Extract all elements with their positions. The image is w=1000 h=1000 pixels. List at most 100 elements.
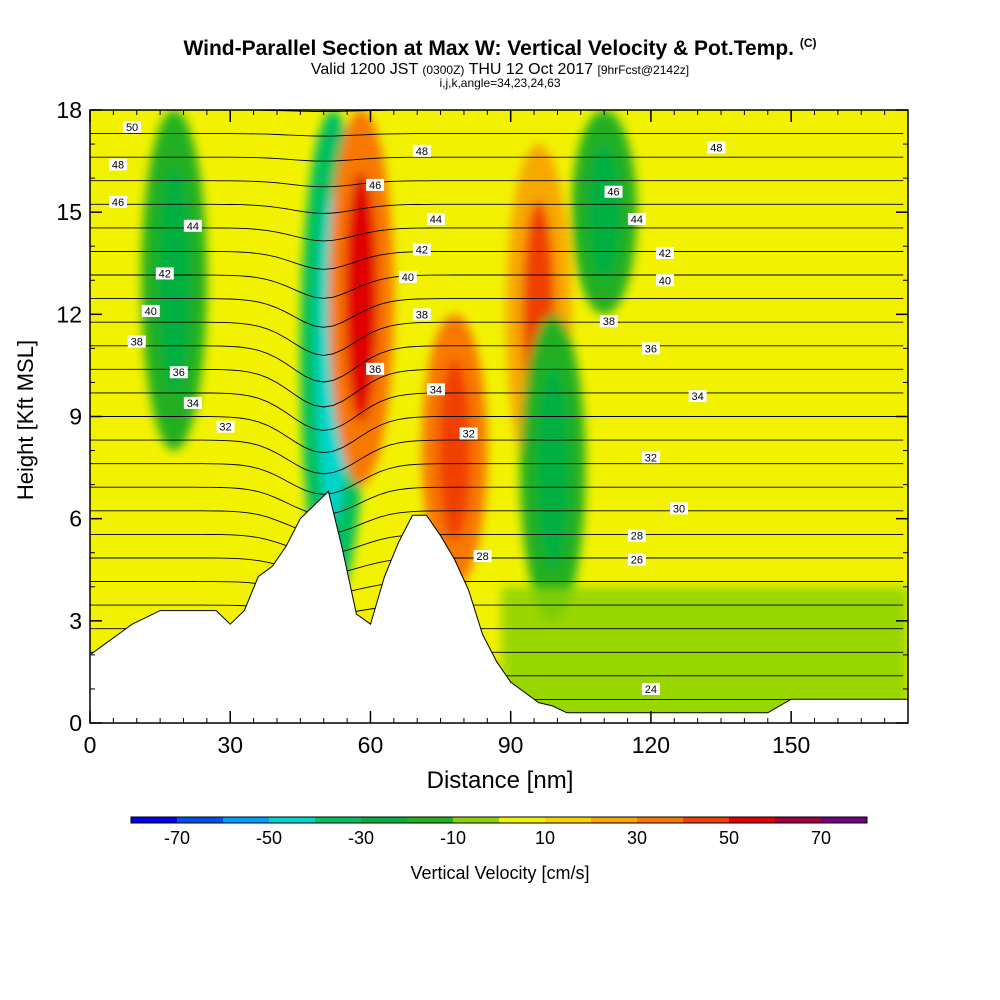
y-tick-label: 18 xyxy=(56,97,82,123)
isentrope-label-bg-24 xyxy=(655,274,674,287)
x-tick-label: 60 xyxy=(358,732,384,758)
isentrope-label-34: 34 xyxy=(430,384,442,396)
isentrope-label-bg-32 xyxy=(641,682,660,695)
isentrope-label-bg-25 xyxy=(599,315,618,328)
isentrope-label-46: 46 xyxy=(607,187,619,199)
chart-title: Wind-Parallel Section at Max W: Vertical… xyxy=(183,36,817,60)
y-tick-label: 3 xyxy=(69,608,82,634)
y-tick-label: 12 xyxy=(56,301,82,327)
colorbar-swatch xyxy=(775,817,821,823)
isentrope-label-38: 38 xyxy=(131,337,143,349)
colorbar-swatch xyxy=(591,817,637,823)
isentrope-label-46: 46 xyxy=(369,180,381,192)
isentrope-label-32: 32 xyxy=(219,422,231,434)
isentrope-label-bg-6 xyxy=(127,335,146,348)
y-tick-label: 0 xyxy=(69,710,82,736)
colorbar-swatch xyxy=(637,817,683,823)
isentrope-42 xyxy=(90,298,904,328)
y-tick-label: 6 xyxy=(69,506,82,532)
chart-subtitle: Valid 1200 JST (0300Z) THU 12 Oct 2017 [… xyxy=(310,61,690,78)
colorbar: -70 -50 -30 -10 10 30 50 70 xyxy=(130,816,868,848)
isentrope-label-48: 48 xyxy=(112,159,124,171)
isentrope-36 xyxy=(90,439,904,475)
isentrope-label-38: 38 xyxy=(416,309,428,321)
isentrope-label-32: 32 xyxy=(462,429,474,441)
x-tick-label: 150 xyxy=(772,732,810,758)
isentrope-49 xyxy=(90,133,904,137)
isentrope-label-24: 24 xyxy=(645,684,657,696)
colorbar-tick-label: 70 xyxy=(811,828,831,848)
isentrope-label-bg-8 xyxy=(183,396,202,409)
colorbar-swatch xyxy=(361,817,407,823)
x-tick-label: 120 xyxy=(632,732,670,758)
y-tick-label: 15 xyxy=(56,199,82,225)
isentrope-label-bg-3 xyxy=(183,219,202,232)
isentrope-label-bg-22 xyxy=(627,212,646,225)
isentrope-label-bg-4 xyxy=(155,267,174,280)
colorbar-swatch xyxy=(315,817,361,823)
field-features xyxy=(141,110,637,621)
isentrope-31 xyxy=(90,557,904,575)
colorbar-tick-label: -10 xyxy=(440,828,466,848)
isentrope-label-30: 30 xyxy=(673,503,685,515)
colorbar-swatch xyxy=(407,817,453,823)
velocity-core-5 xyxy=(587,144,621,281)
isentrope-label-26: 26 xyxy=(631,555,643,567)
isentrope-47 xyxy=(90,180,904,188)
colorbar-swatch xyxy=(545,817,591,823)
colorbar-swatch xyxy=(821,817,867,823)
colorbar-swatch xyxy=(499,817,545,823)
colorbar-swatch xyxy=(453,817,499,823)
isentrope-label-bg-29 xyxy=(669,502,688,515)
isentrope-35 xyxy=(90,463,904,495)
velocity-core-1 xyxy=(344,172,378,423)
isentrope-labels: 50 48 46 44 42 40 38 36 34 32 48 46 44 42 40 38 36 34 32 28… xyxy=(109,121,726,696)
isentrope-label-bg-13 xyxy=(412,243,431,256)
isentrope-label-40: 40 xyxy=(402,272,414,284)
velocity-core-6 xyxy=(157,166,191,394)
isentrope-label-38: 38 xyxy=(603,316,615,328)
isentrope-48 xyxy=(90,156,904,162)
isentrope-39 xyxy=(90,368,904,408)
terrain xyxy=(89,490,909,724)
isentrope-label-36: 36 xyxy=(645,343,657,355)
isentrope-label-44: 44 xyxy=(631,214,643,226)
isentrope-label-36: 36 xyxy=(173,367,185,379)
isentrope-label-bg-7 xyxy=(169,366,188,379)
isentrope-label-40: 40 xyxy=(145,306,157,318)
terrain-mask xyxy=(89,490,909,724)
x-tick-label: 90 xyxy=(498,732,524,758)
isentrope-label-50: 50 xyxy=(126,122,138,134)
isentrope-label-bg-26 xyxy=(641,342,660,355)
isentrope-label-44: 44 xyxy=(430,214,442,226)
isentrope-41 xyxy=(90,321,904,356)
isentrope-40 xyxy=(90,345,904,383)
isentrope-label-bg-19 xyxy=(473,550,492,563)
isentrope-label-bg-11 xyxy=(366,178,385,191)
velocity-core-4 xyxy=(536,365,570,570)
isentrope-29 xyxy=(90,604,904,616)
isentrope-37 xyxy=(90,416,904,454)
isentrope-label-bg-10 xyxy=(412,144,431,157)
title-mark: (C) xyxy=(799,36,817,50)
isentrope-label-bg-30 xyxy=(627,529,646,542)
isentrope-30 xyxy=(90,581,904,595)
isentrope-label-28: 28 xyxy=(631,531,643,543)
isentrope-label-bg-20 xyxy=(707,141,726,154)
isentrope-34 xyxy=(90,486,904,515)
isentrope-label-32: 32 xyxy=(645,452,657,464)
isentrope-label-36: 36 xyxy=(369,364,381,376)
isentrope-label-bg-2 xyxy=(109,195,128,208)
isentrope-label-48: 48 xyxy=(710,142,722,154)
y-tick-label: 9 xyxy=(69,404,82,430)
isentrope-label-bg-28 xyxy=(641,451,660,464)
isentrope-label-bg-16 xyxy=(366,362,385,375)
x-tick-label: 0 xyxy=(84,732,97,758)
colorbar-tick-label: 50 xyxy=(719,828,739,848)
velocity-core-2 xyxy=(438,359,471,542)
colorbar-tick-label: -50 xyxy=(256,828,282,848)
isentrope-label-34: 34 xyxy=(187,398,199,410)
isentrope-label-bg-17 xyxy=(426,383,445,396)
isentrope-label-42: 42 xyxy=(416,245,428,257)
